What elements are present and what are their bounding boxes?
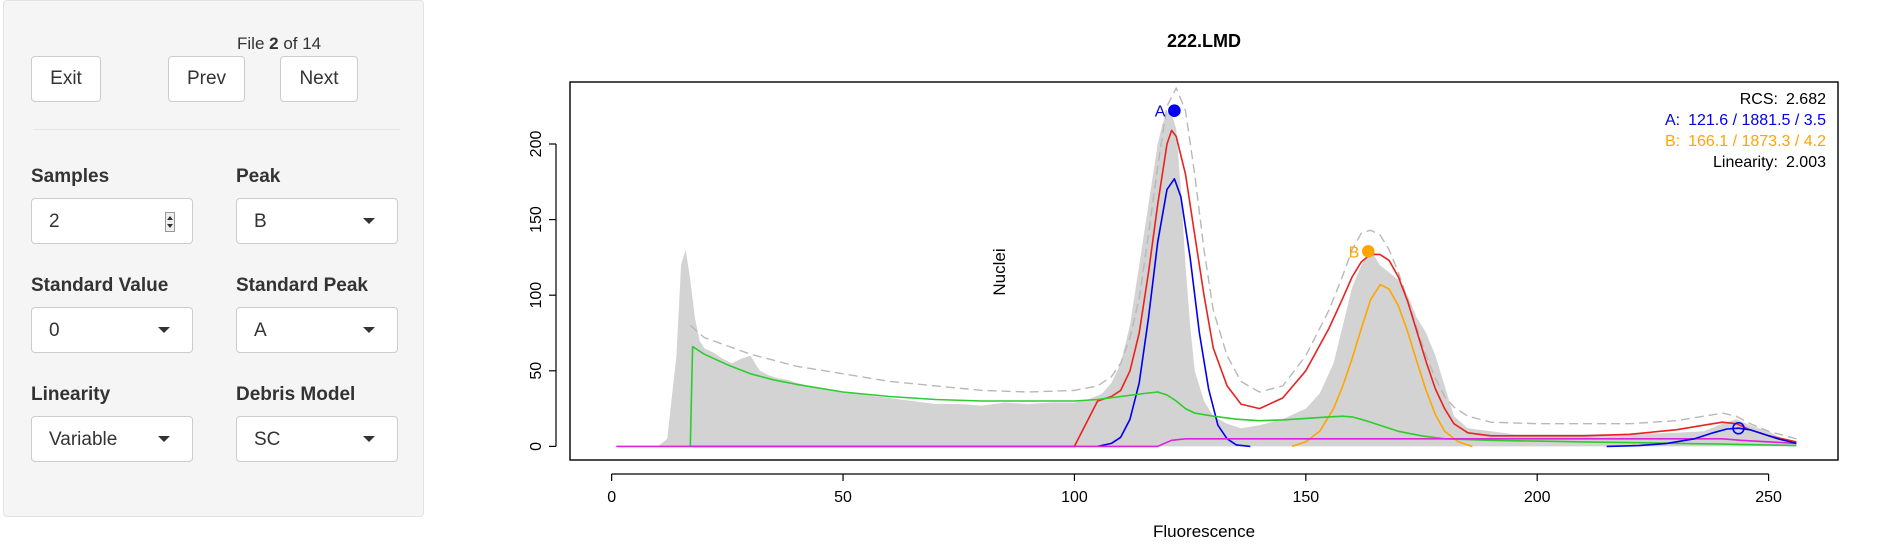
y-tick-label-0: 0 [528,442,545,451]
stat-peak-a-label: A: [1665,112,1680,129]
chevron-down-icon [363,218,375,224]
peak-a-line-6 [1606,427,1797,448]
standard-value-value: 0 [49,320,60,341]
samples-spinner-icon[interactable] [165,212,175,232]
file-counter-middle: of [278,34,303,53]
samples-value: 2 [49,211,60,232]
plot-area: AB [616,87,1797,448]
samples-input[interactable]: 2 [31,198,193,244]
plot-frame [569,81,1839,461]
standard-peak-select[interactable]: A [236,307,398,353]
stat-rcs: RCS: 2.682 [1740,91,1826,108]
y-axis-label: Nuclei [990,248,1009,295]
stat-peak-b: B: 166.1 / 1873.3 / 4.2 [1665,133,1826,150]
stat-peak-b-value: 166.1 / 1873.3 / 4.2 [1688,133,1826,150]
file-counter: File 2 of 14 [237,34,321,54]
chevron-down-icon [158,436,170,442]
standard-peak-label: Standard Peak [236,275,368,296]
stats-box: RCS: 2.682 A: 121.6 / 1881.5 / 3.5 B: 166.1… [1665,91,1826,171]
peak-marker-2 [1732,421,1745,435]
peak-marker-label-0: A [1155,104,1166,121]
y-tick-label-3: 150 [528,206,545,233]
peak-value: B [254,211,267,232]
linearity-label: Linearity [31,384,111,405]
y-tick-label-2: 100 [528,282,545,309]
stat-rcs-value: 2.682 [1786,91,1826,108]
x-tick-label-3: 150 [1292,489,1319,506]
x-tick-label-4: 200 [1524,489,1551,506]
file-counter-index: 2 [269,34,279,53]
stat-linearity-value: 2.003 [1786,154,1826,171]
peak-label: Peak [236,166,281,187]
peak-marker-label-1: B [1349,244,1360,261]
x-tick-label-0: 0 [607,489,616,506]
linearity-select[interactable]: Variable [31,416,193,462]
y-tick-label-4: 200 [528,131,545,158]
stat-rcs-label: RCS: [1740,91,1778,108]
chevron-down-icon [363,327,375,333]
divider [33,129,400,130]
standard-value-label: Standard Value [31,275,169,296]
chevron-down-icon [158,327,170,333]
peak-select[interactable]: B [236,198,398,244]
prev-button[interactable]: Prev [168,56,245,102]
peak-marker-0 [1168,104,1181,118]
chart-title: 222.LMD [1167,31,1241,51]
histogram-chart: 222.LMD Fluorescence Nuclei AB 0 50 100 150… [528,31,1839,541]
standard-value-select[interactable]: 0 [31,307,193,353]
debris-model-value: SC [254,429,281,450]
stat-peak-b-label: B: [1665,133,1680,150]
exit-button[interactable]: Exit [31,56,101,102]
file-counter-total: 14 [302,34,322,53]
control-panel: File 2 of 14 Exit Prev Next Samples 2 Pe… [3,0,424,517]
chevron-down-icon [363,436,375,442]
stat-linearity-label: Linearity: [1713,154,1778,171]
stat-linearity: Linearity: 2.003 [1713,154,1826,171]
histogram-area [657,112,1797,447]
peak-a-line-2 [1097,178,1251,448]
debris-model-select[interactable]: SC [236,416,398,462]
file-counter-prefix: File [237,34,270,53]
stat-peak-a-value: 121.6 / 1881.5 / 3.5 [1688,112,1826,129]
x-tick-label-2: 100 [1061,489,1088,506]
x-tick-label-5: 250 [1755,489,1782,506]
debris-model-label: Debris Model [236,384,356,405]
standard-peak-value: A [254,320,267,341]
next-button[interactable]: Next [280,56,358,102]
samples-label: Samples [31,166,110,187]
x-tick-label-1: 50 [834,489,852,506]
x-axis-label: Fluorescence [1153,522,1255,541]
y-tick-label-1: 50 [528,362,545,380]
axes: 0 50 100 150 200 250 0 50 100 150 200 [528,131,1782,506]
stat-peak-a: A: 121.6 / 1881.5 / 3.5 [1665,112,1826,129]
peak-b-line-3 [1291,283,1473,448]
fit-envelope-line-0 [689,87,1797,440]
peak-marker-1 [1361,245,1375,258]
aggregate-line-5 [616,437,1797,448]
linearity-value: Variable [49,429,118,450]
debris-line-4 [689,345,1797,447]
